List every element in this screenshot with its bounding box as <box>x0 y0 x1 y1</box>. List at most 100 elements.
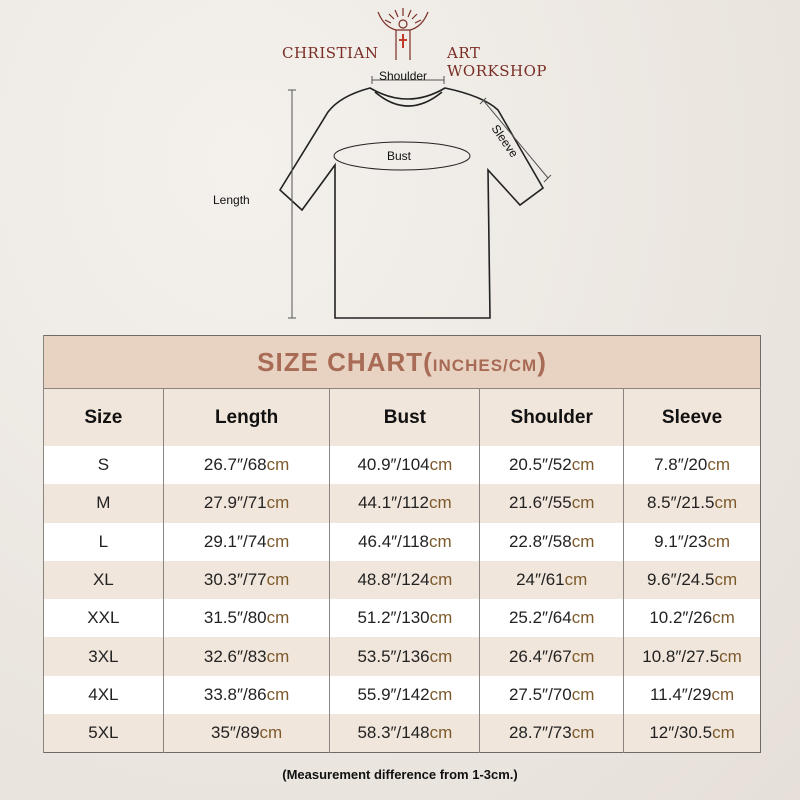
cell-value: 33.8″/86 <box>203 684 267 704</box>
measurement-cell: 46.4″/118cm <box>329 522 480 561</box>
size-cell: M <box>43 484 164 523</box>
size-cell: XXL <box>43 599 164 638</box>
measurement-cell: 8.5″/21.5cm <box>623 484 761 523</box>
shoulder-label: Shoulder <box>379 69 428 83</box>
table-row: M 27.9″/71cm 44.1″/112cm 21.6″/55cm 8.5″/21.… <box>43 484 761 523</box>
unit-label: cm <box>266 684 290 704</box>
table-row: L 29.1″/74cm 46.4″/118cm 22.8″/58cm 9.1″/23c… <box>43 522 761 561</box>
tshirt-diagram: Shoulder Sleeve Bust Length <box>200 60 600 330</box>
measurement-cell: 26.4″/67cm <box>479 637 624 676</box>
cell-value: 51.2″/130 <box>357 608 430 628</box>
measurement-cell: 35″/89cm <box>162 714 330 753</box>
unit-label: cm <box>266 570 290 590</box>
bust-label: Bust <box>387 149 412 163</box>
cell-value: 22.8″/58 <box>508 531 572 551</box>
size-cell: S <box>43 446 164 485</box>
cell-value: 30.3″/77 <box>203 570 267 590</box>
measurement-cell: 9.1″/23cm <box>623 522 761 561</box>
measurement-cell: 10.2″/26cm <box>623 599 761 638</box>
cell-value: XL <box>92 570 114 590</box>
cell-value: 26.7″/68 <box>203 455 267 475</box>
unit-label: cm <box>571 608 595 628</box>
unit-label: cm <box>719 646 742 666</box>
size-cell: XL <box>43 560 164 600</box>
unit-label: cm <box>571 455 595 475</box>
measurement-cell: 22.8″/58cm <box>479 522 624 561</box>
cell-value: 25.2″/64 <box>508 608 572 628</box>
cell-value: 55.9″/142 <box>357 684 430 704</box>
unit-label: cm <box>429 646 453 666</box>
size-cell: 3XL <box>43 637 164 676</box>
cell-value: 20.5″/52 <box>508 455 572 475</box>
measurement-cell: 32.6″/83cm <box>162 637 330 676</box>
cell-value: L <box>98 531 109 551</box>
measurement-cell: 51.2″/130cm <box>329 599 480 638</box>
tshirt-outline-icon <box>278 76 552 319</box>
cell-value: 27.9″/71 <box>203 493 267 513</box>
size-chart-table: SIZE CHART(INCHES/CM) Size Length Bust Shou… <box>43 335 761 754</box>
unit-label: cm <box>266 455 290 475</box>
unit-label: cm <box>429 570 453 590</box>
size-cell: 4XL <box>43 675 164 715</box>
cell-value: 4XL <box>88 684 119 704</box>
measurement-cell: 20.5″/52cm <box>479 446 624 485</box>
measurement-cell: 31.5″/80cm <box>162 599 330 638</box>
cell-value: S <box>97 455 110 475</box>
length-label: Length <box>213 193 250 207</box>
cell-value: 5XL <box>88 723 119 743</box>
measurement-cell: 28.7″/73cm <box>479 714 624 753</box>
cell-value: 21.6″/55 <box>508 493 572 513</box>
cell-value: 44.1″/112 <box>358 493 429 513</box>
title-units: INCHES/CM <box>432 355 538 375</box>
measurement-cell: 27.9″/71cm <box>162 484 330 523</box>
measurement-cell: 40.9″/104cm <box>329 446 480 485</box>
measurement-note: (Measurement difference from 1-3cm.) <box>282 767 518 782</box>
table-row: 5XL 35″/89cm 58.3″/148cm 28.7″/73cm 12″/30.5… <box>43 714 761 753</box>
unit-label: cm <box>429 493 452 513</box>
title-main: SIZE CHART( <box>257 346 433 377</box>
unit-label: cm <box>714 570 738 590</box>
unit-label: cm <box>571 684 595 704</box>
cell-value: 29.1″/74 <box>203 531 267 551</box>
cell-value: 58.3″/148 <box>357 723 430 743</box>
cell-value: 46.4″/118 <box>358 531 429 551</box>
table-row: 3XL 32.6″/83cm 53.5″/136cm 26.4″/67cm 10.8″/… <box>43 637 761 676</box>
measurement-cell: 58.3″/148cm <box>329 714 480 753</box>
cell-value: 11.4″/29 <box>649 684 712 704</box>
cell-value: 48.8″/124 <box>357 570 430 590</box>
unit-label: cm <box>712 608 735 628</box>
unit-label: cm <box>707 531 731 551</box>
measurement-cell: 29.1″/74cm <box>162 522 330 561</box>
unit-label: cm <box>266 646 290 666</box>
cell-value: 27.5″/70 <box>508 684 572 704</box>
brand-logo: CHRISTIAN ART WORKSHOP <box>282 8 572 80</box>
unit-label: cm <box>429 455 453 475</box>
cell-value: 8.5″/21.5 <box>646 493 715 513</box>
cell-value: 32.6″/83 <box>203 646 267 666</box>
cell-value: 40.9″/104 <box>357 455 430 475</box>
table-row: S 26.7″/68cm 40.9″/104cm 20.5″/52cm 7.8″/20c… <box>43 446 761 485</box>
measurement-cell: 12″/30.5cm <box>623 714 761 753</box>
column-header: Bust <box>329 388 480 446</box>
measurement-cell: 33.8″/86cm <box>162 675 330 715</box>
column-header: Size <box>43 388 164 446</box>
size-cell: L <box>43 522 164 561</box>
column-header: Shoulder <box>479 388 624 446</box>
measurement-cell: 25.2″/64cm <box>479 599 624 638</box>
unit-label: cm <box>266 608 290 628</box>
unit-label: cm <box>429 608 453 628</box>
measurement-cell: 9.6″/24.5cm <box>623 560 761 600</box>
measurement-cell: 21.6″/55cm <box>479 484 624 523</box>
measurement-cell: 55.9″/142cm <box>329 675 480 715</box>
measurement-cell: 10.8″/27.5cm <box>623 637 761 676</box>
cell-value: 7.8″/20 <box>654 455 708 475</box>
cell-value: 10.8″/27.5 <box>642 646 720 666</box>
cell-value: 9.1″/23 <box>654 531 708 551</box>
unit-label: cm <box>712 723 735 743</box>
column-header: Sleeve <box>623 388 761 446</box>
size-cell: 5XL <box>43 714 164 753</box>
unit-label: cm <box>571 531 595 551</box>
measurement-cell: 11.4″/29cm <box>623 675 761 715</box>
unit-label: cm <box>564 570 588 590</box>
measurement-cell: 27.5″/70cm <box>479 675 624 715</box>
